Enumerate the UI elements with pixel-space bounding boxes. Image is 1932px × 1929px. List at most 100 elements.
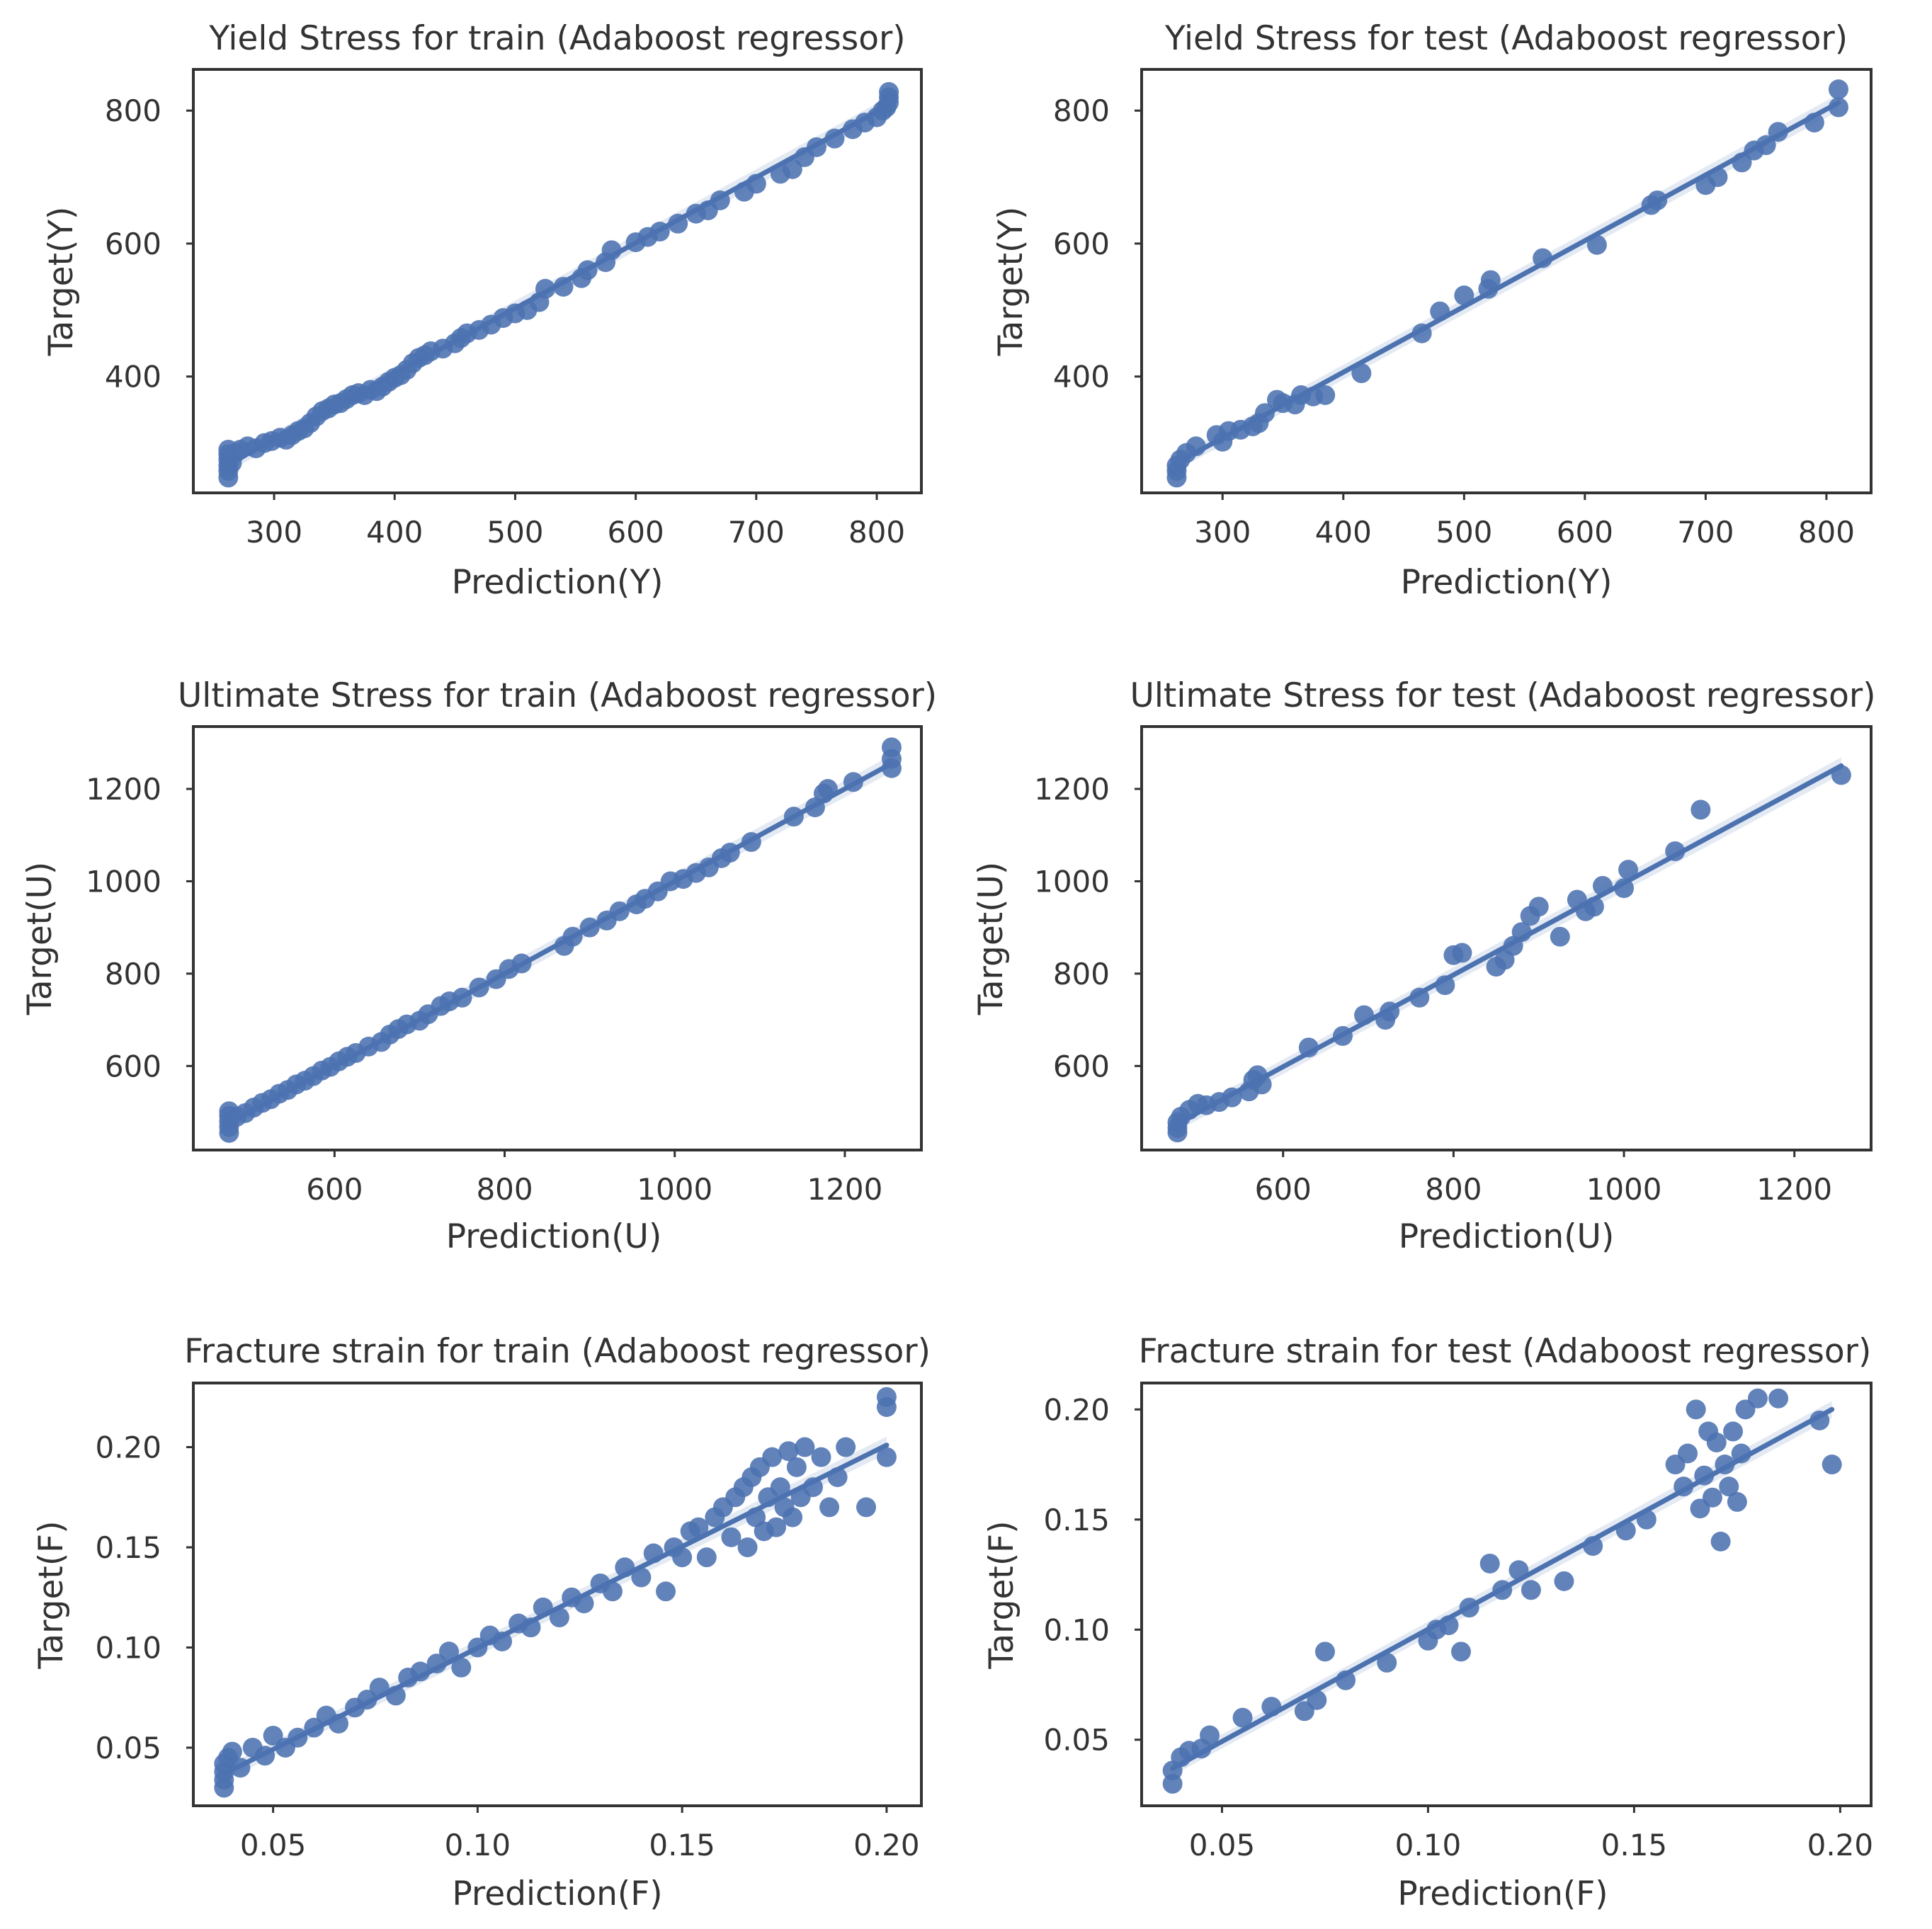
data-point [511, 953, 532, 974]
data-point [836, 1437, 856, 1457]
data-point [1351, 363, 1372, 384]
data-point [469, 977, 489, 998]
y-tick-label: 0.15 [1043, 1503, 1110, 1537]
data-point [856, 1497, 877, 1518]
data-point [369, 1678, 390, 1698]
data-point [1298, 1037, 1319, 1058]
y-axis-label: Target(Y) [991, 207, 1030, 357]
chart-title: Yield Stress for train (Adaboost regress… [208, 19, 905, 58]
x-axis-label: Prediction(F) [452, 1874, 662, 1913]
data-point [1822, 1455, 1842, 1475]
data-point [881, 737, 902, 758]
x-tick-label: 0.10 [1395, 1828, 1462, 1862]
data-point [1690, 800, 1711, 820]
x-tick-label: 700 [1677, 515, 1734, 550]
panel-fracture-train: Fracture strain for train (Adaboost regr… [32, 1332, 931, 1913]
panel-ultimate-train: Ultimate Stress for train (Adaboost regr… [21, 676, 937, 1256]
data-point [1828, 79, 1848, 100]
panel-yield-train: Yield Stress for train (Adaboost regress… [42, 19, 923, 602]
chart-title: Fracture strain for train (Adaboost regr… [184, 1332, 931, 1371]
data-point [1731, 1443, 1751, 1464]
data-point [746, 173, 766, 194]
data-point [601, 240, 622, 261]
x-tick-label: 0.05 [1189, 1828, 1256, 1862]
data-point [802, 1477, 823, 1498]
data-point [688, 1517, 709, 1537]
data-point [737, 1537, 758, 1558]
x-tick-label: 500 [487, 515, 543, 550]
y-tick-label: 0.05 [95, 1731, 161, 1765]
data-point [827, 1467, 848, 1487]
y-tick-label: 800 [105, 93, 161, 128]
data-point [1454, 285, 1474, 306]
y-axis-label: Target(Y) [42, 207, 81, 357]
data-point [385, 1685, 406, 1706]
data-point [602, 1581, 623, 1602]
x-tick-label: 0.10 [445, 1828, 511, 1862]
x-tick-label: 600 [1557, 515, 1613, 550]
panel-fracture-test: Fracture strain for test (Adaboost regre… [982, 1332, 1873, 1913]
data-point [1583, 1536, 1603, 1557]
y-tick-label: 0.05 [1043, 1723, 1110, 1758]
x-tick-label: 600 [608, 515, 664, 550]
data-point [329, 1713, 349, 1734]
data-point [1511, 922, 1532, 943]
x-tick-label: 0.15 [649, 1828, 715, 1862]
data-point [1232, 1707, 1253, 1728]
x-tick-label: 300 [1194, 515, 1251, 550]
x-tick-label: 0.05 [240, 1828, 307, 1862]
data-point [1831, 765, 1851, 785]
data-point [811, 1447, 831, 1467]
data-point [1715, 1455, 1735, 1475]
data-point [656, 1581, 676, 1602]
data-point [786, 1457, 807, 1477]
data-point [579, 917, 600, 938]
data-point [230, 1758, 251, 1778]
x-tick-label: 0.20 [853, 1828, 920, 1862]
x-tick-label: 600 [1255, 1172, 1312, 1207]
x-tick-label: 800 [1798, 515, 1855, 550]
data-point [1521, 1580, 1541, 1600]
data-point [696, 1547, 717, 1568]
data-point [672, 1547, 693, 1568]
data-point [1430, 301, 1450, 322]
data-point [782, 159, 802, 179]
data-point [879, 81, 899, 102]
data-point [1254, 403, 1275, 423]
panel-yield-test: Yield Stress for test (Adaboost regresso… [991, 19, 1873, 602]
data-point [1686, 1399, 1706, 1420]
data-point [1508, 1560, 1529, 1581]
y-tick-label: 400 [105, 360, 161, 394]
data-point [1533, 248, 1553, 268]
data-point [533, 1597, 553, 1617]
y-tick-label: 0.20 [1043, 1392, 1110, 1427]
data-point [1732, 152, 1752, 173]
data-point [426, 1654, 447, 1674]
data-point [1315, 385, 1336, 405]
data-point [357, 1690, 377, 1710]
data-point [1222, 1087, 1242, 1108]
data-point [824, 128, 845, 149]
y-tick-label: 600 [105, 227, 161, 261]
data-point [438, 1641, 459, 1662]
data-point [1492, 1580, 1513, 1600]
data-point [817, 779, 838, 800]
y-tick-label: 1000 [86, 864, 161, 899]
y-axis-label: Target(F) [32, 1520, 71, 1669]
data-point [1380, 1001, 1400, 1022]
x-axis-label: Prediction(Y) [1401, 563, 1613, 602]
x-tick-label: 500 [1436, 515, 1492, 550]
data-point [741, 832, 761, 853]
y-tick-label: 1000 [1034, 864, 1110, 899]
data-point [1411, 323, 1432, 343]
data-point [1314, 1641, 1335, 1662]
data-point [783, 807, 804, 827]
data-point [1438, 1615, 1459, 1636]
data-point [1354, 1005, 1375, 1025]
data-point [778, 1441, 799, 1462]
data-point [574, 1593, 594, 1614]
data-point [1614, 878, 1635, 899]
plot-frame [192, 68, 923, 494]
data-point [1584, 897, 1604, 917]
data-point [577, 260, 598, 280]
